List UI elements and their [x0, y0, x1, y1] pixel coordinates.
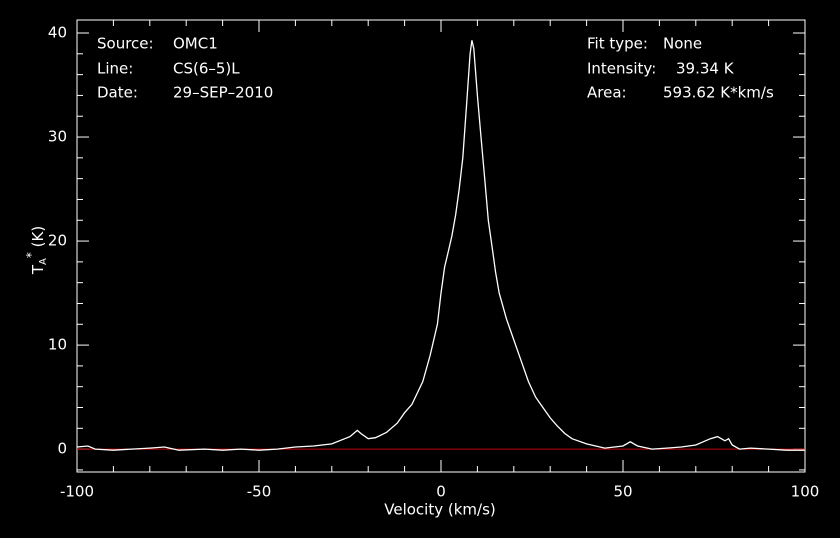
spectrum-line [76, 40, 805, 451]
annotation-label: Line: [97, 60, 133, 78]
annotation-value: 593.62 K*km/s [663, 84, 774, 102]
y-label-base: T [29, 264, 47, 275]
annotation-label: Area: [587, 84, 627, 102]
y-label-unit: (K) [29, 226, 47, 252]
annotation-value: 29–SEP–2010 [173, 84, 273, 102]
x-axis-label: Velocity (km/s) [384, 501, 495, 519]
annotation-value: OMC1 [173, 35, 218, 53]
annotation-label: Date: [97, 84, 138, 102]
y-tick-label: 20 [48, 232, 67, 250]
y-label-sub: A [38, 258, 49, 265]
y-tick-label: 40 [48, 24, 67, 42]
x-tick-label: 100 [791, 483, 820, 501]
y-label-sup: * [24, 252, 38, 258]
annotation-label: Source: [97, 35, 154, 53]
x-tick-label: 0 [436, 483, 446, 501]
y-tick-label: 0 [57, 440, 67, 458]
y-axis-label: TA* (K) [24, 226, 50, 275]
annotation-label: Fit type: [587, 35, 648, 53]
x-tick-label: -100 [60, 483, 94, 501]
annotation-value: CS(6–5)L [173, 60, 240, 78]
x-tick-label: 50 [613, 483, 632, 501]
annotation-value: 39.34 K [676, 60, 735, 78]
annotation-value: None [663, 35, 702, 53]
y-tick-label: 10 [48, 336, 67, 354]
y-tick-label: 30 [48, 128, 67, 146]
annotation-label: Intensity: [587, 60, 656, 78]
x-tick-label: -50 [247, 483, 272, 501]
